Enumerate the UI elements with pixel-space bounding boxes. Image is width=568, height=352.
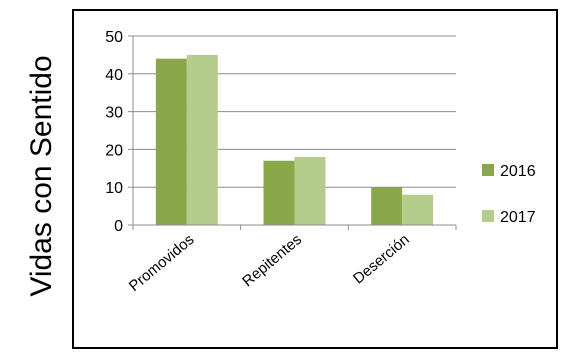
bar-2017-2 xyxy=(402,194,434,225)
legend-swatch-2016 xyxy=(482,164,494,176)
axes xyxy=(128,35,457,230)
legend-label: 2016 xyxy=(500,163,536,180)
x-tick-labels: Promovidos Repitentes Deserción xyxy=(126,231,413,295)
y-tick-label: 10 xyxy=(105,180,123,197)
y-tick-label: 50 xyxy=(105,29,123,46)
bars xyxy=(155,54,434,226)
y-tick-label: 0 xyxy=(114,218,123,235)
bar-2016-0 xyxy=(155,58,187,226)
bar-2016-2 xyxy=(371,187,403,225)
legend-label: 2017 xyxy=(500,209,536,226)
x-tick-label: Repitentes xyxy=(239,231,305,290)
y-tick-label: 40 xyxy=(105,67,123,84)
x-tick-label: Promovidos xyxy=(126,231,198,295)
bar-2017-1 xyxy=(294,156,326,225)
legend: 2016 2017 xyxy=(482,163,536,226)
y-tick-label: 20 xyxy=(105,142,123,159)
y-tick-label: 30 xyxy=(105,105,123,122)
bar-2016-1 xyxy=(263,160,295,225)
bar-2017-0 xyxy=(186,54,218,226)
x-tick-label: Deserción xyxy=(350,231,413,287)
y-tick-labels: 0 10 20 30 40 50 xyxy=(105,29,123,235)
legend-swatch-2017 xyxy=(482,210,494,222)
